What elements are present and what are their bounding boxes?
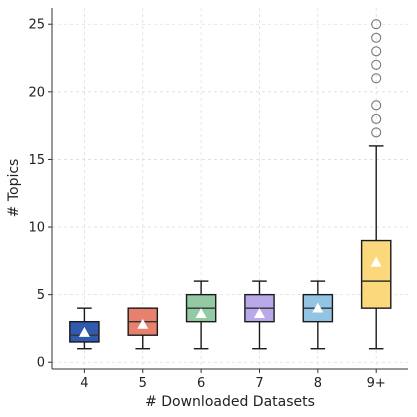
mean-marker — [137, 318, 149, 329]
outlier-point — [371, 32, 382, 43]
y-tick-label: 15 — [28, 153, 45, 168]
box-iqr — [360, 239, 392, 309]
outlier-point — [371, 113, 382, 124]
x-tick-label: 5 — [139, 376, 147, 391]
x-tick-label: 7 — [255, 376, 263, 391]
outlier-point — [371, 127, 382, 138]
mean-marker — [78, 326, 90, 337]
y-axis-title: # Topics — [6, 159, 22, 218]
box-group — [360, 19, 392, 350]
outlier-point — [371, 59, 382, 70]
x-tick-label: 4 — [80, 376, 88, 391]
y-tick-label: 10 — [28, 221, 45, 236]
x-tick-label: 8 — [314, 376, 322, 391]
outlier-point — [371, 46, 382, 57]
x-axis-ticks: 4 5 6 7 8 9+ — [80, 369, 386, 391]
mean-marker — [195, 308, 207, 318]
box-group — [69, 307, 100, 350]
box-group — [127, 307, 159, 350]
x-tick-label: 6 — [197, 376, 205, 391]
x-axis-title: # Downloaded Datasets — [145, 394, 315, 410]
mean-marker — [370, 256, 382, 267]
x-tick-label: 9+ — [367, 376, 386, 391]
mean-marker — [312, 302, 324, 313]
y-tick-label: 20 — [28, 85, 45, 100]
box-group — [185, 280, 217, 350]
outlier-point — [371, 19, 382, 30]
grid-lines — [52, 8, 408, 369]
y-axis-ticks: 0 5 10 15 20 25 — [28, 18, 52, 371]
y-tick-label: 25 — [28, 18, 45, 33]
mean-marker — [253, 308, 265, 318]
box-group — [302, 280, 334, 350]
y-tick-label: 0 — [37, 356, 45, 371]
outlier-point — [371, 100, 382, 111]
outlier-point — [371, 73, 382, 84]
box-series — [69, 19, 392, 350]
y-tick-label: 5 — [37, 288, 45, 303]
box-group — [244, 280, 275, 350]
